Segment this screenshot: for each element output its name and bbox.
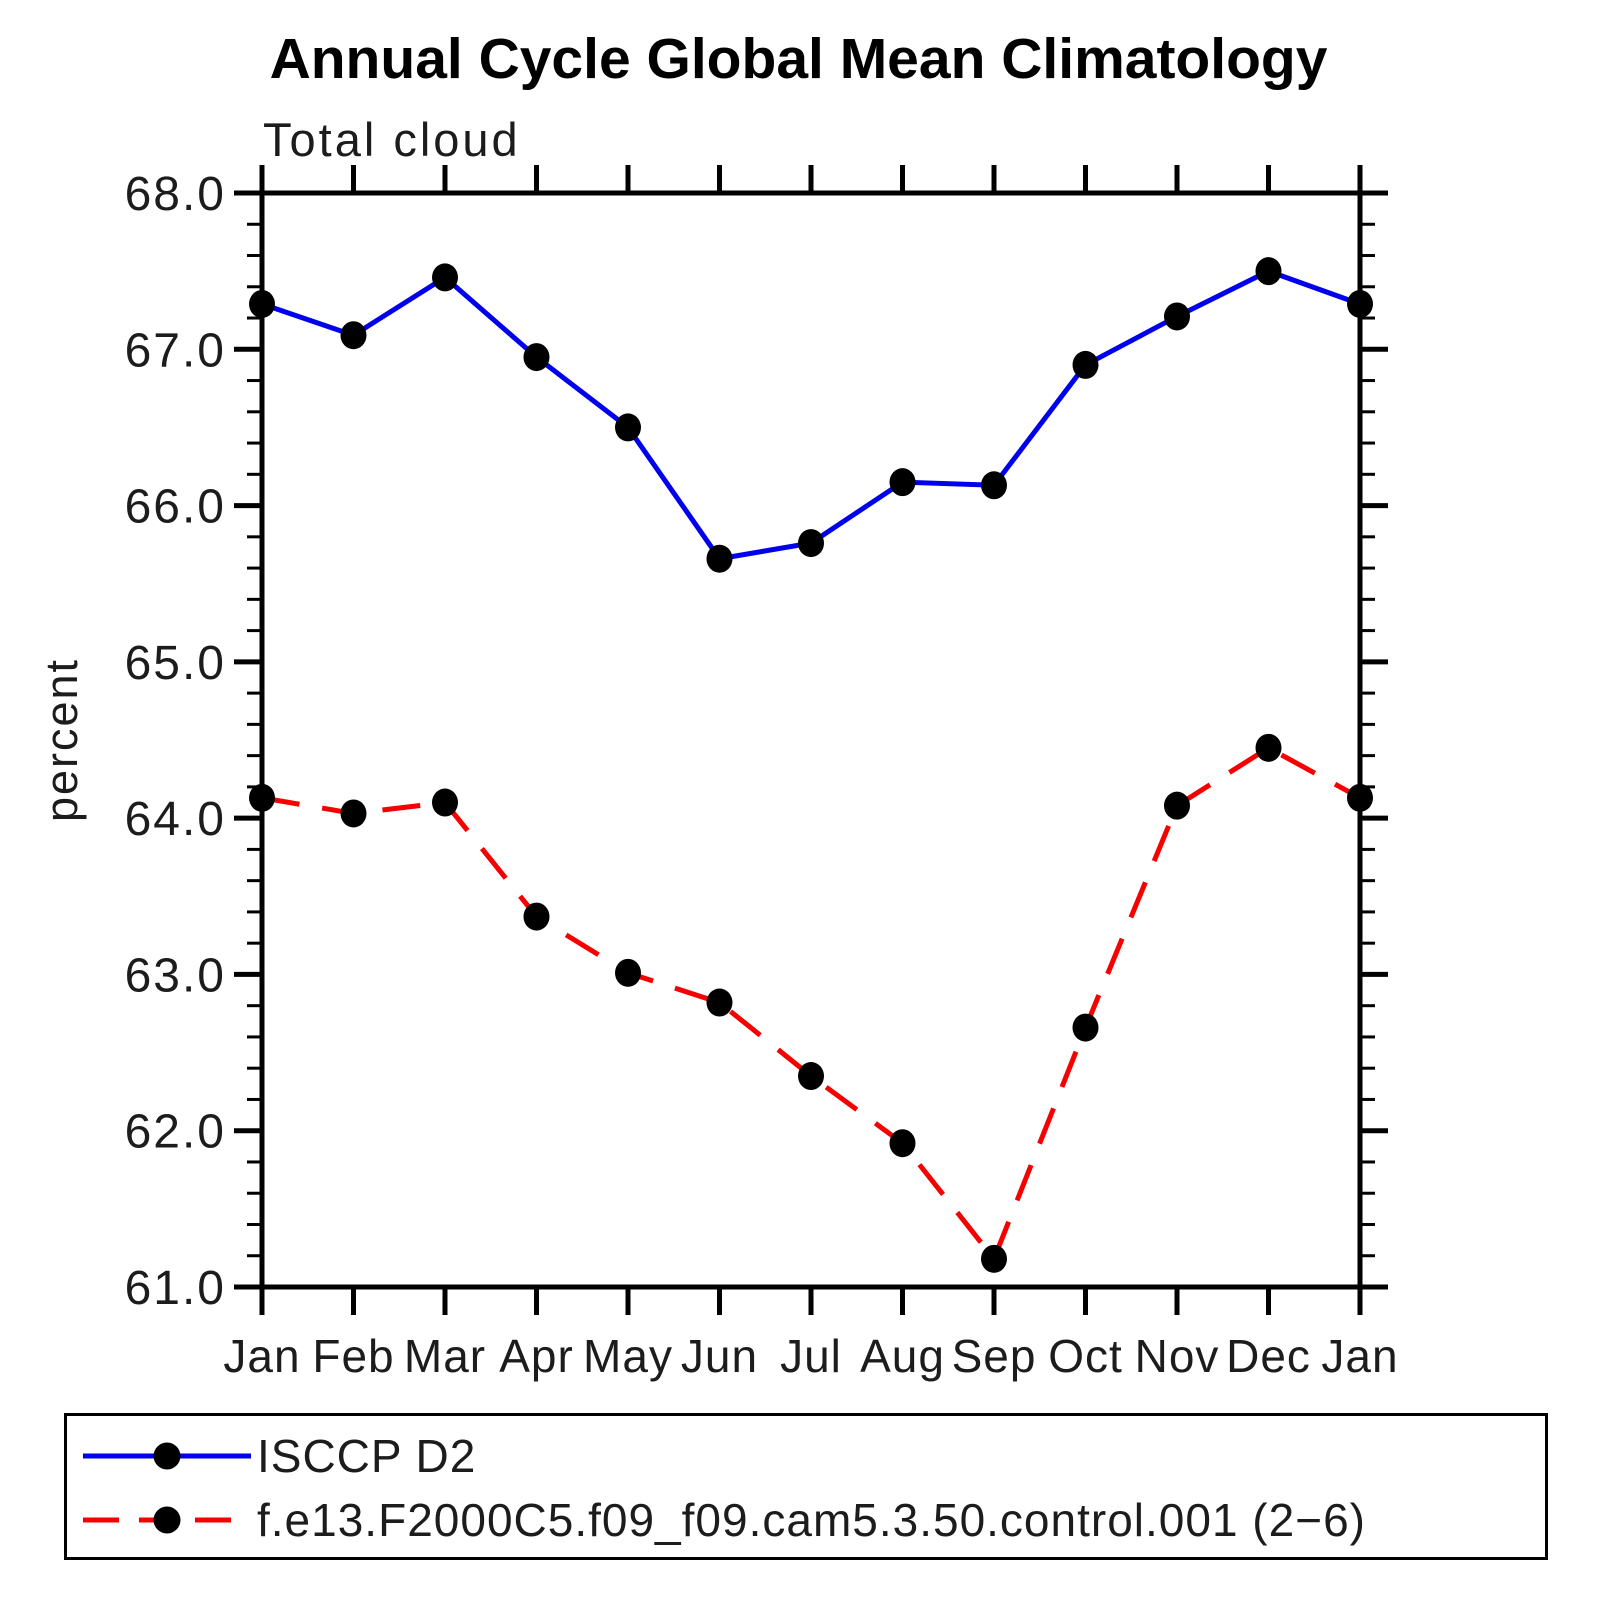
data-point-marker xyxy=(981,471,1007,500)
legend-label-isccp: ISCCP D2 xyxy=(257,1430,477,1482)
data-point-marker xyxy=(432,263,458,292)
x-axis-tick-label: Aug xyxy=(860,1330,945,1382)
data-point-marker xyxy=(1072,350,1099,379)
x-axis-tick-label: May xyxy=(583,1330,673,1382)
data-point-marker xyxy=(798,529,824,558)
data-point-marker xyxy=(1255,257,1282,286)
y-axis-tick-label: 62.0 xyxy=(125,1106,226,1159)
data-point-marker xyxy=(981,1244,1007,1273)
series-line-1 xyxy=(261,744,1362,1264)
y-axis-tick-label: 65.0 xyxy=(125,637,226,690)
y-axis-tick-label: 63.0 xyxy=(125,949,226,1002)
y-axis-tick-label: 64.0 xyxy=(125,793,226,846)
x-axis-tick-label: Jan xyxy=(1321,1330,1398,1382)
y-axis-tick-label: 66.0 xyxy=(125,481,226,534)
data-point-marker xyxy=(889,468,916,497)
data-point-marker xyxy=(340,321,367,350)
legend-box: ISCCP D2 f.e13.F2000C5.f09_f09.cam5.3.50… xyxy=(64,1413,1548,1560)
legend-sample-solid-line xyxy=(83,1442,251,1470)
data-point-marker xyxy=(432,788,458,817)
x-axis-tick-label: Mar xyxy=(404,1330,486,1382)
data-point-marker xyxy=(1164,791,1190,820)
x-axis-tick-label: Jun xyxy=(681,1330,758,1382)
data-point-marker xyxy=(889,1129,916,1158)
x-axis-tick-label: Nov xyxy=(1135,1330,1220,1382)
data-point-marker xyxy=(1255,733,1282,762)
chart-title: Annual Cycle Global Mean Climatology xyxy=(269,27,1328,91)
data-point-marker xyxy=(615,958,641,987)
data-point-marker xyxy=(798,1062,824,1091)
data-point-marker xyxy=(249,289,275,318)
data-point-marker xyxy=(1072,1013,1099,1042)
x-axis-tick-label: Jan xyxy=(223,1330,300,1382)
data-point-marker xyxy=(706,988,733,1017)
legend-sample-dashed-line xyxy=(83,1506,251,1534)
y-axis-tick-label: 61.0 xyxy=(125,1262,226,1315)
data-point-marker xyxy=(706,544,733,573)
data-point-marker xyxy=(1164,302,1190,331)
x-axis-tick-label: Dec xyxy=(1226,1330,1311,1382)
legend-item-model: f.e13.F2000C5.f09_f09.cam5.3.50.control.… xyxy=(79,1488,1366,1552)
data-point-marker xyxy=(249,783,275,812)
x-axis-tick-label: Oct xyxy=(1048,1330,1123,1382)
legend-label-model: f.e13.F2000C5.f09_f09.cam5.3.50.control.… xyxy=(257,1494,1366,1546)
y-axis-tick-label: 67.0 xyxy=(125,324,226,377)
data-point-marker xyxy=(523,343,550,372)
x-axis-tick-label: Sep xyxy=(952,1330,1037,1382)
chart-subtitle: Total cloud xyxy=(263,113,521,166)
legend-item-isccp: ISCCP D2 xyxy=(79,1424,476,1488)
y-axis-tick-label: 68.0 xyxy=(125,168,226,221)
x-axis-tick-label: Feb xyxy=(312,1330,394,1382)
x-axis-tick-label: Jul xyxy=(780,1330,842,1382)
axis-frame xyxy=(259,190,1363,1290)
data-point-marker xyxy=(523,902,550,931)
data-point-marker xyxy=(340,799,367,828)
data-point-marker xyxy=(1347,783,1373,812)
series-line-0 xyxy=(261,268,1361,562)
x-axis-tick-label: Apr xyxy=(499,1330,574,1382)
data-point-marker xyxy=(615,413,641,442)
data-point-marker xyxy=(1347,289,1373,318)
